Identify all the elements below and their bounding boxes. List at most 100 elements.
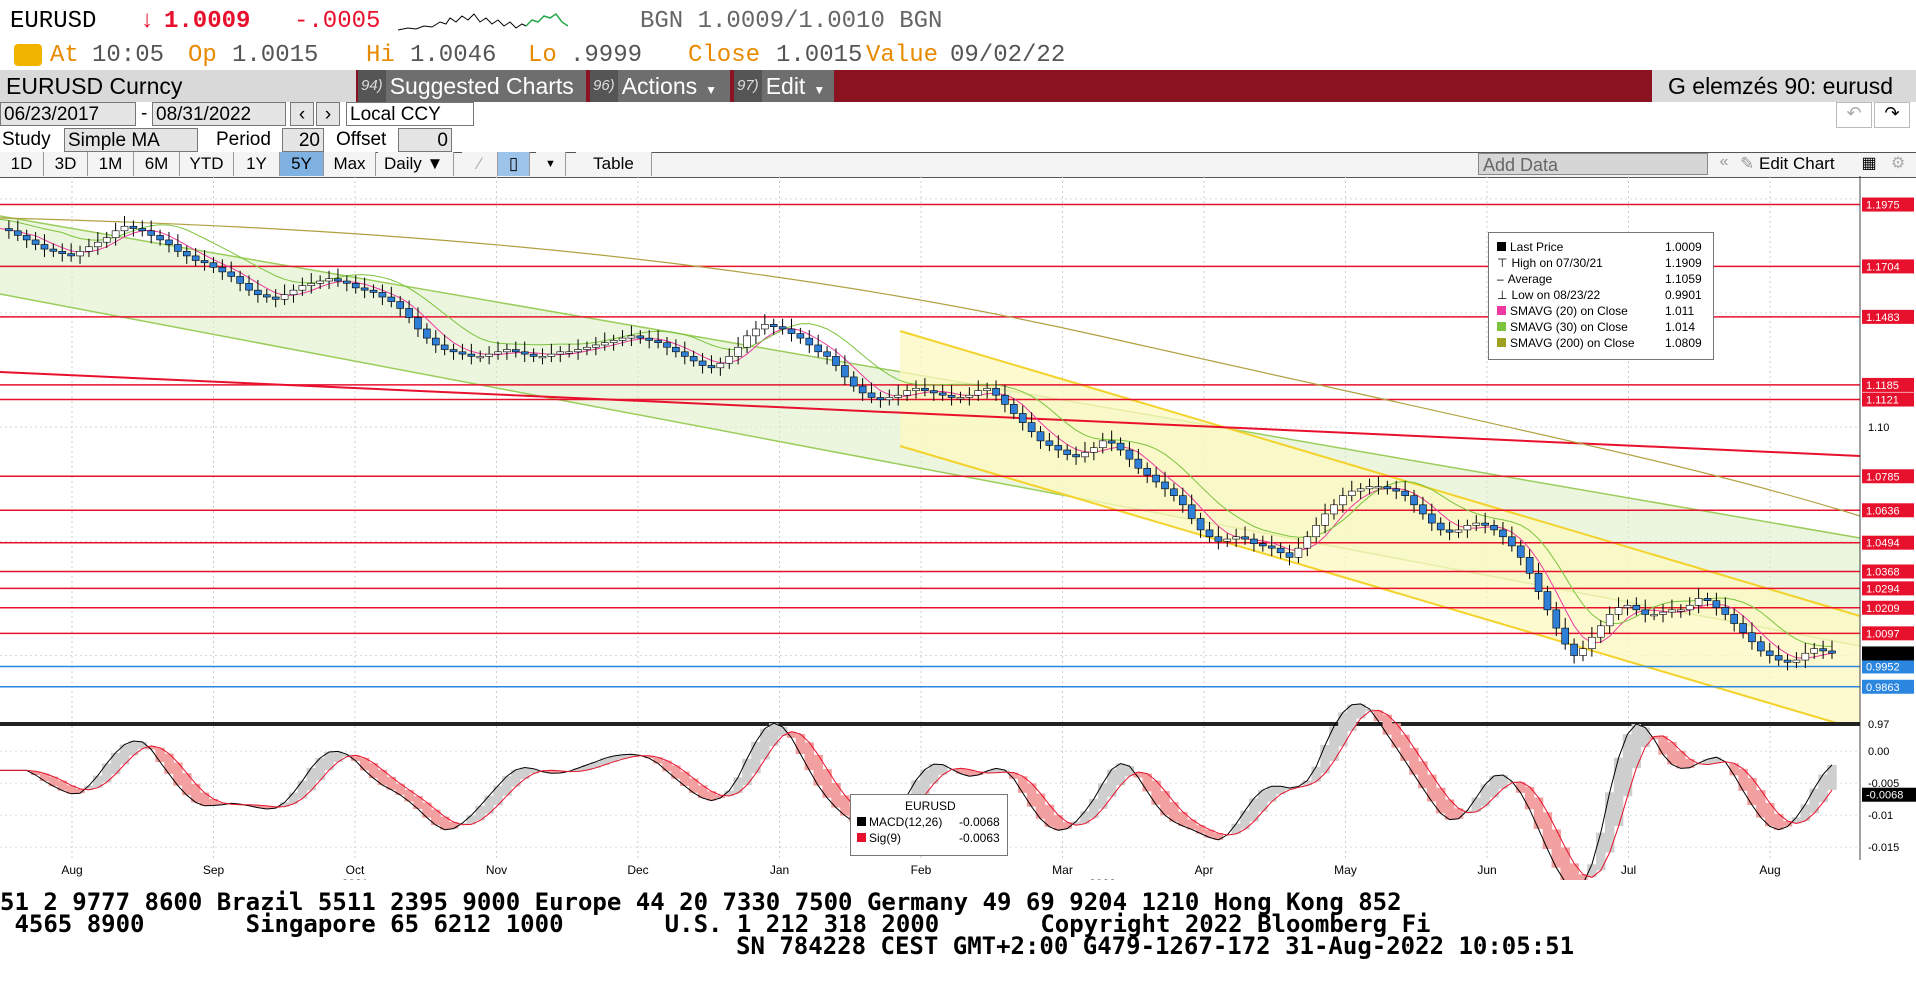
edit-chart-button[interactable]: ✎ Edit Chart xyxy=(1740,153,1852,175)
price-chart[interactable]: 1.1975 1.1704 1.1483 1.1185 1.1121 1.0785 1.06… xyxy=(0,176,1916,880)
candle-body xyxy=(1748,632,1756,643)
range-1m[interactable]: 1M xyxy=(88,152,134,176)
edit-menu[interactable]: 97) Edit ▼ xyxy=(734,70,834,102)
candle-body xyxy=(912,388,920,391)
quote-header: EURUSD ↓ 1.0009 -.0005 BGN 1.0009/1.0010… xyxy=(0,6,1916,35)
price-change: -.0005 xyxy=(294,8,381,35)
candle-body xyxy=(956,397,965,400)
table-button[interactable]: Table xyxy=(576,152,652,176)
month-label: Sep xyxy=(203,863,225,877)
study-select[interactable]: Simple MA xyxy=(64,128,198,152)
candle-body xyxy=(627,335,636,339)
offset-input[interactable]: 0 xyxy=(398,128,452,152)
candle-body xyxy=(894,394,903,398)
down-arrow-icon: ↓ xyxy=(140,8,155,35)
candle-body xyxy=(1516,545,1525,558)
level-tag-label: 1.1483 xyxy=(1866,312,1900,324)
actions-menu[interactable]: 96) Actions ▼ xyxy=(590,70,730,102)
candle-body xyxy=(1116,442,1125,451)
candle-body xyxy=(1659,611,1667,615)
range-6m[interactable]: 6M xyxy=(134,152,180,176)
candle-body xyxy=(1623,604,1632,608)
currency-select[interactable]: Local CCY xyxy=(346,102,474,126)
candle-body xyxy=(1383,486,1392,490)
range-1y[interactable]: 1Y xyxy=(234,152,280,176)
month-label: Aug xyxy=(1759,863,1780,877)
frequency-select[interactable]: Daily ▼ xyxy=(378,152,454,176)
range-5y[interactable]: 5Y xyxy=(280,152,324,176)
prev-arrow-icon[interactable]: ‹ xyxy=(290,102,314,126)
level-tag-label: 1.0097 xyxy=(1866,628,1900,640)
next-arrow-icon[interactable]: › xyxy=(316,102,340,126)
period-input[interactable]: 20 xyxy=(282,128,324,152)
candle-body xyxy=(1054,445,1063,451)
candle-body xyxy=(707,365,716,369)
range-3d[interactable]: 3D xyxy=(44,152,88,176)
candle-body xyxy=(1410,495,1418,506)
candle-body xyxy=(1490,525,1498,531)
candle-body xyxy=(138,228,147,232)
month-label: Aug xyxy=(61,863,82,877)
candle-body xyxy=(992,388,1000,396)
candle-body xyxy=(654,340,662,343)
chart-type-caret-icon[interactable]: ▼ xyxy=(536,152,566,176)
open-label: Op xyxy=(188,42,217,69)
candle-body xyxy=(174,244,182,252)
candle-body xyxy=(289,289,298,296)
month-label: Oct xyxy=(346,863,365,877)
candle-body xyxy=(1739,623,1747,633)
offset-label: Offset xyxy=(336,129,387,150)
month-label: Jun xyxy=(1477,863,1496,877)
candle-body xyxy=(245,283,253,291)
range-ytd[interactable]: YTD xyxy=(180,152,234,176)
line-chart-icon[interactable]: ⁄ xyxy=(462,152,498,176)
candle-body xyxy=(1508,536,1516,547)
close-value: 1.0015 xyxy=(776,42,863,69)
candle-body xyxy=(1321,513,1329,526)
level-tag xyxy=(1862,659,1914,674)
footer-line-1: 51 2 9777 8600 Brazil 5511 2395 9000 Eur… xyxy=(0,888,1402,916)
candle-body xyxy=(876,397,885,401)
candle-body xyxy=(583,346,591,350)
candle-body xyxy=(556,351,565,355)
gear-icon[interactable]: ⚙ xyxy=(1890,155,1906,172)
end-date-input[interactable]: 08/31/2022 xyxy=(152,102,286,126)
candle-body xyxy=(1561,627,1570,645)
edit-num: 97) xyxy=(734,70,762,102)
session-header: At 10:05 Op 1.0015 Hi 1.0046 Lo .9999 Cl… xyxy=(0,40,1916,70)
candle-body xyxy=(485,353,493,357)
candle-body xyxy=(378,292,387,298)
candle-body xyxy=(1828,650,1836,654)
macd-value: -0.0068 xyxy=(959,815,1000,829)
undo-icon[interactable]: ↶ xyxy=(1836,102,1872,128)
footer-line-3: SN 784228 CEST GMT+2:00 G479-1267-172 31… xyxy=(736,932,1575,960)
chart-settings-icon[interactable]: ▦ xyxy=(1861,155,1877,172)
axis-tick-label: 1.10 xyxy=(1868,422,1889,434)
add-data-input[interactable]: Add Data xyxy=(1478,153,1708,175)
candle-chart-icon[interactable]: ▯ xyxy=(498,152,530,176)
candle-body xyxy=(734,346,742,357)
panel-separator xyxy=(0,722,1860,726)
range-1d[interactable]: 1D xyxy=(0,152,44,176)
level-tag xyxy=(1862,535,1914,550)
candle-body xyxy=(1098,440,1107,449)
open-value: 1.0015 xyxy=(232,42,319,69)
collapse-icon[interactable]: « xyxy=(1719,153,1729,170)
legend-low-value: 0.9901 xyxy=(1665,288,1702,302)
level-tag xyxy=(1862,503,1914,518)
candle-body xyxy=(307,283,316,286)
legend-sma20-label: SMAVG (20) on Close xyxy=(1510,304,1628,318)
macd-tick-label: -0.005 xyxy=(1868,778,1899,790)
candle-body xyxy=(778,326,787,330)
candle-body xyxy=(1632,604,1641,611)
range-max[interactable]: Max xyxy=(324,152,376,176)
candle-body xyxy=(1525,557,1534,574)
redo-icon[interactable]: ↷ xyxy=(1874,102,1910,128)
candle-body xyxy=(254,289,262,296)
start-date-input[interactable]: 06/23/2017 xyxy=(0,102,136,126)
candle-body xyxy=(120,225,129,232)
suggested-charts-button[interactable]: 94) Suggested Charts xyxy=(358,70,586,102)
value-label: Value xyxy=(866,42,939,69)
legend-low-label: Low on 08/23/22 xyxy=(1511,288,1601,302)
security-field[interactable]: EURUSD Curncy xyxy=(0,70,356,102)
